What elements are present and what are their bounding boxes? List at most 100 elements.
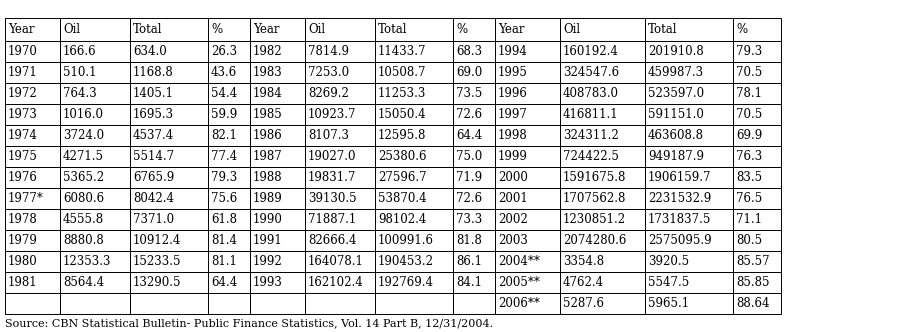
Text: 75.6: 75.6 [211, 192, 237, 205]
Text: 43.6: 43.6 [211, 66, 237, 79]
Bar [208, 230, 250, 251]
Text: 10508.7: 10508.7 [378, 66, 427, 79]
Text: 71887.1: 71887.1 [308, 213, 356, 226]
Text: 8269.2: 8269.2 [308, 87, 349, 100]
Bar [733, 209, 781, 230]
Bar [645, 167, 733, 188]
Bar [733, 146, 781, 167]
Bar [453, 41, 495, 62]
Bar [645, 18, 733, 41]
Bar [453, 146, 495, 167]
Text: 83.5: 83.5 [736, 171, 762, 184]
Bar [645, 230, 733, 251]
Text: 2005**: 2005** [498, 276, 540, 289]
Text: 764.3: 764.3 [63, 87, 96, 100]
Bar [375, 209, 453, 230]
Text: 2074280.6: 2074280.6 [563, 234, 626, 247]
Text: 1993: 1993 [253, 276, 283, 289]
Text: 1973: 1973 [8, 108, 38, 121]
Text: 10923.7: 10923.7 [308, 108, 356, 121]
Text: 324311.2: 324311.2 [563, 129, 619, 142]
Bar [208, 83, 250, 104]
Bar [250, 146, 305, 167]
Bar [130, 125, 208, 146]
Bar [495, 146, 560, 167]
Text: 1230851.2: 1230851.2 [563, 213, 626, 226]
Text: Source: CBN Statistical Bulletin- Public Finance Statistics, Vol. 14 Part B, 12/: Source: CBN Statistical Bulletin- Public… [5, 318, 493, 328]
Text: 1731837.5: 1731837.5 [648, 213, 711, 226]
Text: 408783.0: 408783.0 [563, 87, 619, 100]
Bar [495, 62, 560, 83]
Text: 1998: 1998 [498, 129, 528, 142]
Text: 72.6: 72.6 [456, 192, 482, 205]
Text: 1994: 1994 [498, 45, 528, 58]
Bar [130, 230, 208, 251]
Bar [733, 272, 781, 293]
Bar [250, 18, 305, 41]
Text: 15050.4: 15050.4 [378, 108, 427, 121]
Text: 19027.0: 19027.0 [308, 150, 356, 163]
Bar [560, 104, 645, 125]
Text: 8107.3: 8107.3 [308, 129, 349, 142]
Text: 12595.8: 12595.8 [378, 129, 426, 142]
Bar [130, 18, 208, 41]
Bar [305, 104, 375, 125]
Bar [495, 209, 560, 230]
Bar [560, 188, 645, 209]
Bar [645, 188, 733, 209]
Bar [495, 18, 560, 41]
Bar [130, 62, 208, 83]
Text: 1989: 1989 [253, 192, 283, 205]
Text: 70.5: 70.5 [736, 108, 762, 121]
Bar [60, 146, 130, 167]
Bar [60, 125, 130, 146]
Bar [60, 104, 130, 125]
Bar [130, 188, 208, 209]
Bar [453, 83, 495, 104]
Bar [305, 230, 375, 251]
Bar [60, 41, 130, 62]
Bar [495, 41, 560, 62]
Text: 11433.7: 11433.7 [378, 45, 427, 58]
Text: 1168.8: 1168.8 [133, 66, 174, 79]
Text: 85.57: 85.57 [736, 255, 769, 268]
Text: 19831.7: 19831.7 [308, 171, 356, 184]
Text: 80.5: 80.5 [736, 234, 762, 247]
Bar [5, 167, 60, 188]
Bar [60, 272, 130, 293]
Bar [305, 18, 375, 41]
Text: 3724.0: 3724.0 [63, 129, 104, 142]
Bar [375, 18, 453, 41]
Bar [130, 167, 208, 188]
Text: 164078.1: 164078.1 [308, 255, 364, 268]
Bar [305, 125, 375, 146]
Bar [733, 18, 781, 41]
Text: 81.1: 81.1 [211, 255, 237, 268]
Bar [305, 293, 375, 314]
Text: 5514.7: 5514.7 [133, 150, 174, 163]
Bar [305, 167, 375, 188]
Bar [560, 62, 645, 83]
Bar [208, 293, 250, 314]
Bar [60, 230, 130, 251]
Text: 69.0: 69.0 [456, 66, 482, 79]
Bar [208, 188, 250, 209]
Text: 1986: 1986 [253, 129, 283, 142]
Bar [733, 167, 781, 188]
Bar [453, 18, 495, 41]
Text: %: % [211, 23, 222, 36]
Text: 1985: 1985 [253, 108, 283, 121]
Text: 81.4: 81.4 [211, 234, 237, 247]
Text: 2004**: 2004** [498, 255, 540, 268]
Bar [733, 251, 781, 272]
Bar [250, 230, 305, 251]
Text: 1695.3: 1695.3 [133, 108, 174, 121]
Text: 463608.8: 463608.8 [648, 129, 704, 142]
Bar [5, 188, 60, 209]
Text: 1980: 1980 [8, 255, 38, 268]
Bar [453, 209, 495, 230]
Bar [208, 104, 250, 125]
Bar [208, 125, 250, 146]
Text: 15233.5: 15233.5 [133, 255, 182, 268]
Bar [560, 251, 645, 272]
